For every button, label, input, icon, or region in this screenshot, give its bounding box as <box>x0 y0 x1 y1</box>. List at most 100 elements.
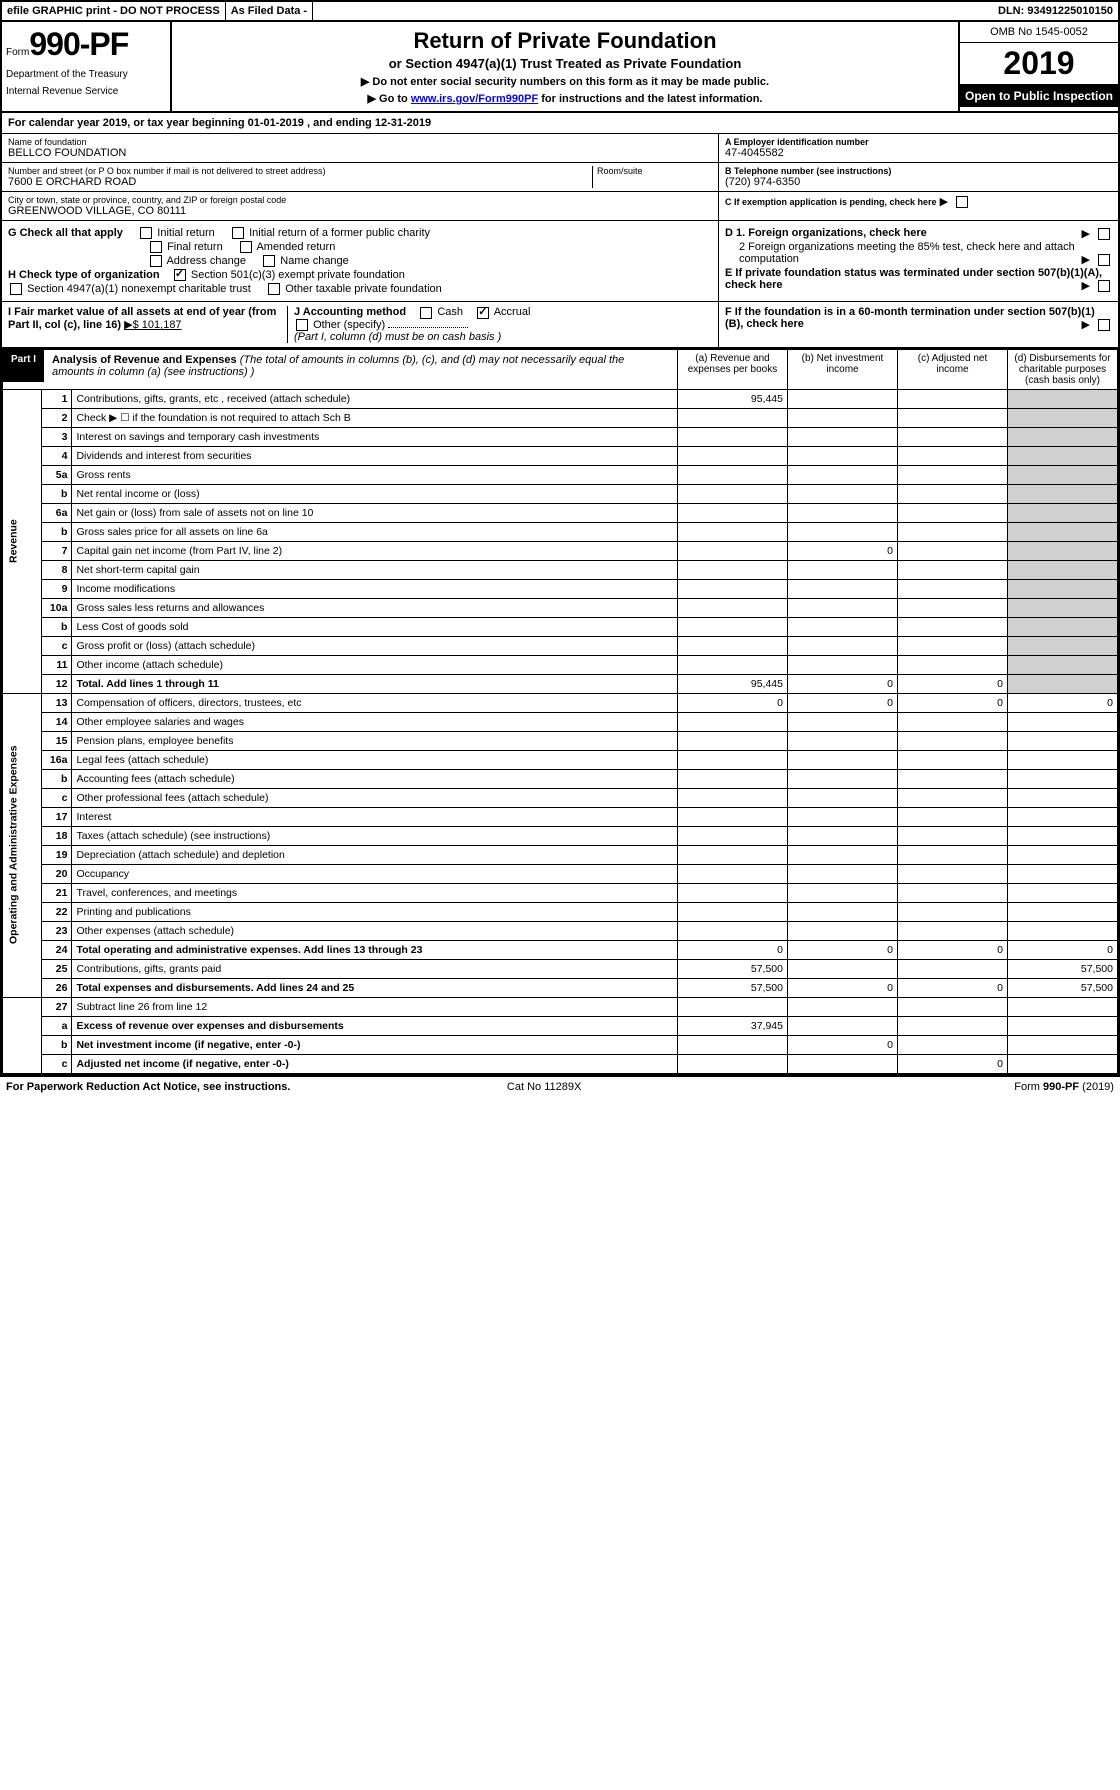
efile-notice: efile GRAPHIC print - DO NOT PROCESS <box>2 2 226 20</box>
amount-cell <box>678 503 788 522</box>
amount-cell: 57,500 <box>678 959 788 978</box>
amount-cell <box>788 959 898 978</box>
table-row: bNet investment income (if negative, ent… <box>3 1035 1118 1054</box>
line-number: 13 <box>42 693 72 712</box>
chk-cash[interactable] <box>420 307 432 319</box>
amount-cell: 95,445 <box>678 674 788 693</box>
j-block: J Accounting method Cash Accrual Other (… <box>288 306 712 342</box>
line-number: 15 <box>42 731 72 750</box>
amount-cell <box>1008 522 1118 541</box>
inst-link: ▶ Go to www.irs.gov/Form990PF for instru… <box>178 92 952 105</box>
addr-label: Number and street (or P O box number if … <box>8 166 592 176</box>
amount-cell <box>1008 845 1118 864</box>
tel-cell: B Telephone number (see instructions) (7… <box>719 163 1118 192</box>
amount-cell: 0 <box>678 693 788 712</box>
part1-header-row: Part I Analysis of Revenue and Expenses … <box>3 349 1118 389</box>
line-description: Gross sales less returns and allowances <box>72 598 678 617</box>
chk-name[interactable] <box>263 255 275 267</box>
line-description: Travel, conferences, and meetings <box>72 883 678 902</box>
chk-4947[interactable] <box>10 283 22 295</box>
amount-cell <box>1008 902 1118 921</box>
line-number: 22 <box>42 902 72 921</box>
caly-begin: 01-01-2019 <box>248 117 304 129</box>
amount-cell <box>1008 674 1118 693</box>
chk-amended[interactable] <box>240 241 252 253</box>
amount-cell <box>1008 389 1118 408</box>
line-description: Depreciation (attach schedule) and deple… <box>72 845 678 864</box>
amount-cell <box>788 1054 898 1073</box>
amount-cell <box>678 446 788 465</box>
chk-initial-former[interactable] <box>232 227 244 239</box>
line-number: 1 <box>42 389 72 408</box>
table-row: 17Interest <box>3 807 1118 826</box>
line-number: 27 <box>42 997 72 1016</box>
amount-cell <box>788 465 898 484</box>
amount-cell: 0 <box>788 1035 898 1054</box>
f-checkbox[interactable] <box>1098 319 1110 331</box>
line-description: Interest <box>72 807 678 826</box>
line-number: 10a <box>42 598 72 617</box>
line-number: 8 <box>42 560 72 579</box>
line-description: Contributions, gifts, grants, etc , rece… <box>72 389 678 408</box>
amount-cell <box>678 541 788 560</box>
chk-initial[interactable] <box>140 227 152 239</box>
amount-cell <box>788 864 898 883</box>
topbar: efile GRAPHIC print - DO NOT PROCESS As … <box>2 2 1118 22</box>
footer: For Paperwork Reduction Act Notice, see … <box>0 1076 1120 1097</box>
opt-accrual: Accrual <box>494 306 531 318</box>
chk-address[interactable] <box>150 255 162 267</box>
d2-line: 2 Foreign organizations meeting the 85% … <box>725 241 1112 265</box>
form-prefix: Form <box>6 47 29 58</box>
amount-cell: 57,500 <box>678 978 788 997</box>
j-note: (Part I, column (d) must be on cash basi… <box>294 331 501 343</box>
table-row: 12Total. Add lines 1 through 1195,44500 <box>3 674 1118 693</box>
line-description: Printing and publications <box>72 902 678 921</box>
amount-cell <box>1008 997 1118 1016</box>
chk-501c3[interactable] <box>174 269 186 281</box>
line-number: b <box>42 617 72 636</box>
amount-cell <box>1008 598 1118 617</box>
chk-final[interactable] <box>150 241 162 253</box>
amount-cell <box>678 845 788 864</box>
amount-cell <box>898 503 1008 522</box>
amount-cell <box>678 484 788 503</box>
amount-cell <box>898 997 1008 1016</box>
d2-checkbox[interactable] <box>1098 254 1110 266</box>
table-row: 26Total expenses and disbursements. Add … <box>3 978 1118 997</box>
form-title: Return of Private Foundation <box>178 28 952 54</box>
line-number: 18 <box>42 826 72 845</box>
amount-cell: 0 <box>1008 693 1118 712</box>
g-label: G Check all that apply <box>8 227 123 239</box>
line-description: Subtract line 26 from line 12 <box>72 997 678 1016</box>
line-description: Other professional fees (attach schedule… <box>72 788 678 807</box>
line-description: Total. Add lines 1 through 11 <box>72 674 678 693</box>
chk-other-method[interactable] <box>296 319 308 331</box>
amount-cell <box>898 522 1008 541</box>
col-a-header: (a) Revenue and expenses per books <box>678 349 788 389</box>
c-checkbox[interactable] <box>956 196 968 208</box>
opt-address: Address change <box>166 255 246 267</box>
line-description: Total operating and administrative expen… <box>72 940 678 959</box>
line-number: 4 <box>42 446 72 465</box>
amount-cell <box>1008 1035 1118 1054</box>
e-checkbox[interactable] <box>1098 280 1110 292</box>
amount-cell <box>1008 731 1118 750</box>
amount-cell: 95,445 <box>678 389 788 408</box>
tax-year: 2019 <box>960 43 1118 85</box>
line-description: Taxes (attach schedule) (see instruction… <box>72 826 678 845</box>
irs-link[interactable]: www.irs.gov/Form990PF <box>411 93 538 105</box>
table-row: 7Capital gain net income (from Part IV, … <box>3 541 1118 560</box>
foundation-name-cell: Name of foundation BELLCO FOUNDATION <box>2 134 718 163</box>
revenue-sidebar: Revenue <box>3 389 42 693</box>
table-row: 10aGross sales less returns and allowanc… <box>3 598 1118 617</box>
chk-other-tax[interactable] <box>268 283 280 295</box>
amount-cell <box>1008 1054 1118 1073</box>
d1-checkbox[interactable] <box>1098 228 1110 240</box>
amount-cell <box>788 579 898 598</box>
line-description: Net short-term capital gain <box>72 560 678 579</box>
footer-mid: Cat No 11289X <box>507 1081 581 1093</box>
amount-cell <box>788 788 898 807</box>
chk-accrual[interactable] <box>477 307 489 319</box>
amount-cell: 0 <box>788 541 898 560</box>
line-number: 2 <box>42 408 72 427</box>
